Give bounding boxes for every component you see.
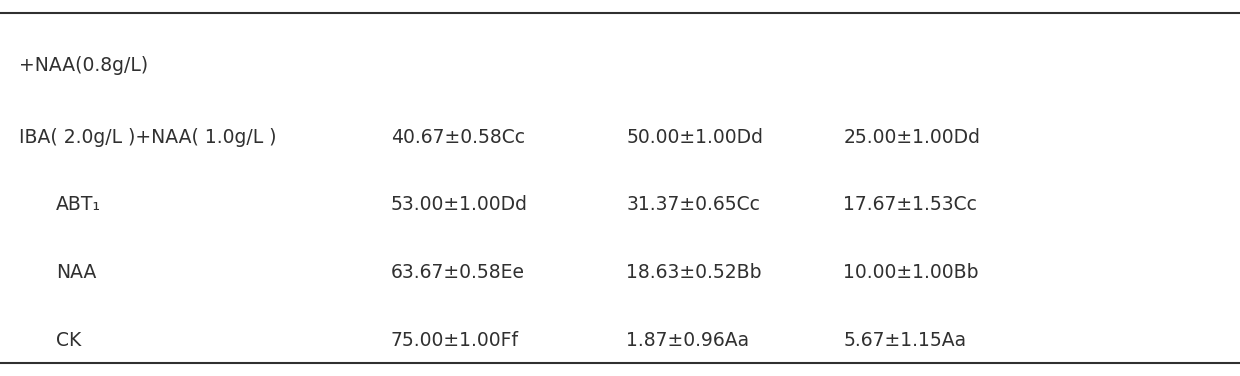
Text: 75.00±1.00Ff: 75.00±1.00Ff	[391, 331, 518, 350]
Text: 17.67±1.53Cc: 17.67±1.53Cc	[843, 196, 977, 214]
Text: CK: CK	[56, 331, 81, 350]
Text: 31.37±0.65Cc: 31.37±0.65Cc	[626, 196, 760, 214]
Text: 25.00±1.00Dd: 25.00±1.00Dd	[843, 128, 980, 147]
Text: 1.87±0.96Aa: 1.87±0.96Aa	[626, 331, 749, 350]
Text: 40.67±0.58Cc: 40.67±0.58Cc	[391, 128, 525, 147]
Text: 63.67±0.58Ee: 63.67±0.58Ee	[391, 263, 525, 282]
Text: 10.00±1.00Bb: 10.00±1.00Bb	[843, 263, 978, 282]
Text: IBA( 2.0g/L )+NAA( 1.0g/L ): IBA( 2.0g/L )+NAA( 1.0g/L )	[19, 128, 277, 147]
Text: 5.67±1.15Aa: 5.67±1.15Aa	[843, 331, 966, 350]
Text: NAA: NAA	[56, 263, 97, 282]
Text: ABT₁: ABT₁	[56, 196, 100, 214]
Text: 50.00±1.00Dd: 50.00±1.00Dd	[626, 128, 763, 147]
Text: 18.63±0.52Bb: 18.63±0.52Bb	[626, 263, 761, 282]
Text: +NAA(0.8g/L): +NAA(0.8g/L)	[19, 56, 148, 75]
Text: 53.00±1.00Dd: 53.00±1.00Dd	[391, 196, 527, 214]
